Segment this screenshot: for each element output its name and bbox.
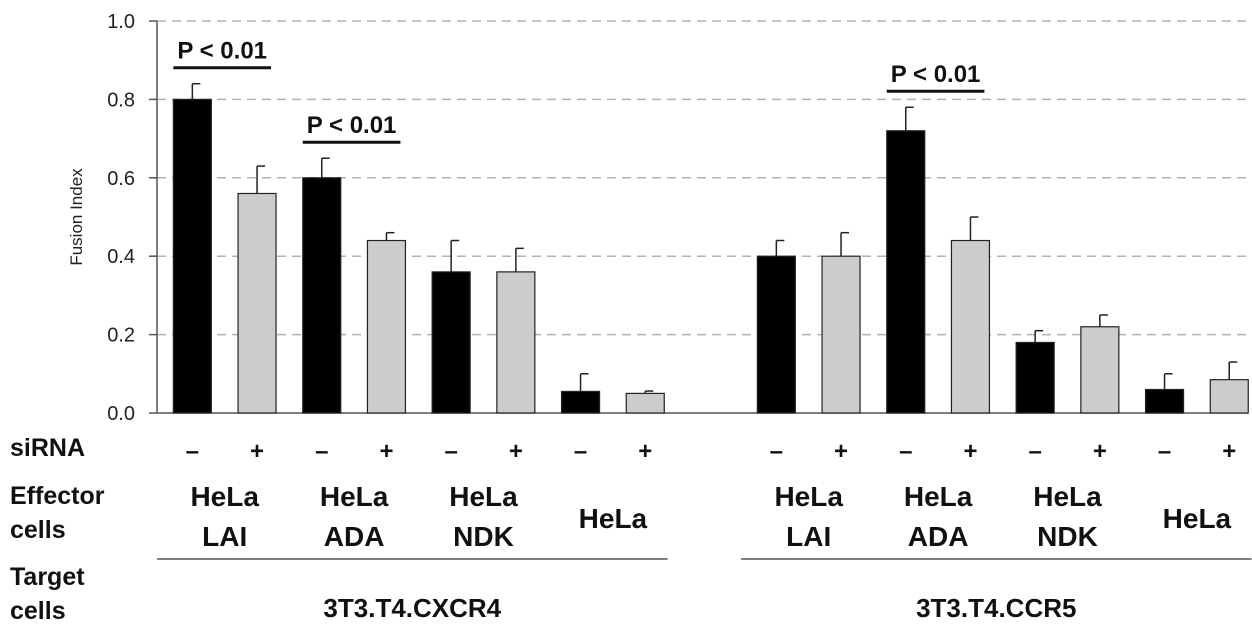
- y-tick-label: 0.2: [107, 325, 135, 347]
- effector-row-label-line1: Effector: [10, 482, 105, 510]
- effector-label-line2: NDK: [453, 521, 514, 552]
- effector-label-line2: NDK: [1037, 521, 1098, 552]
- sirna-sign: +: [963, 438, 977, 465]
- sirna-sign: –: [574, 438, 587, 465]
- sirna-sign: +: [509, 438, 523, 465]
- bar: [821, 255, 861, 414]
- bar: [366, 239, 407, 414]
- bar: [756, 255, 796, 414]
- effector-label-line1: HeLa: [579, 503, 648, 534]
- effector-label-line1: HeLa: [1033, 481, 1102, 512]
- sirna-sign: +: [638, 438, 652, 465]
- bar: [302, 177, 342, 414]
- sirna-sign: +: [379, 438, 393, 465]
- target-cell-label: 3T3.T4.CCR5: [916, 593, 1076, 623]
- effector-label-line1: HeLa: [190, 481, 259, 512]
- bar: [1209, 379, 1249, 414]
- bar: [625, 392, 665, 414]
- bar: [1015, 341, 1055, 414]
- sirna-sign: –: [186, 438, 199, 465]
- sirna-sign: +: [834, 438, 848, 465]
- y-tick-label: 0.0: [107, 403, 135, 425]
- bar: [1144, 388, 1185, 414]
- effector-label-line1: HeLa: [1163, 503, 1232, 534]
- effector-label-line2: ADA: [324, 521, 385, 552]
- effector-label-line1: HeLa: [904, 481, 973, 512]
- sirna-sign: +: [1222, 438, 1236, 465]
- effector-label-line2: LAI: [786, 521, 831, 552]
- bar: [496, 271, 536, 414]
- significance-label: P < 0.01: [177, 38, 267, 65]
- sirna-sign: –: [899, 438, 912, 465]
- bar: [886, 130, 926, 414]
- effector-label-line2: LAI: [202, 521, 247, 552]
- bar: [950, 239, 991, 414]
- bar: [560, 390, 601, 414]
- y-tick-label: 1.0: [107, 11, 135, 33]
- bar: [431, 271, 471, 414]
- sirna-sign: –: [1158, 438, 1171, 465]
- sirna-sign: –: [770, 438, 783, 465]
- bar: [1080, 326, 1120, 414]
- sirna-sign: –: [1028, 438, 1041, 465]
- effector-label-line1: HeLa: [774, 481, 843, 512]
- bar: [172, 98, 212, 414]
- effector-row-label-line2: cells: [10, 516, 66, 544]
- significance-label: P < 0.01: [891, 61, 981, 88]
- sirna-sign: –: [315, 438, 328, 465]
- y-tick-label: 0.4: [107, 246, 135, 268]
- target-row-label-line1: Target: [10, 563, 85, 591]
- significance-label: P < 0.01: [307, 112, 397, 139]
- sirna-row-label: siRNA: [10, 434, 85, 462]
- target-cell-label: 3T3.T4.CXCR4: [323, 593, 501, 623]
- sirna-sign: +: [250, 438, 264, 465]
- effector-label-line2: ADA: [908, 521, 969, 552]
- y-tick-label: 0.6: [107, 168, 135, 190]
- y-tick-label: 0.8: [107, 89, 135, 111]
- y-axis-label: Fusion Index: [67, 168, 86, 266]
- target-row-label-line2: cells: [10, 597, 66, 625]
- bar: [237, 192, 277, 414]
- sirna-sign: –: [444, 438, 457, 465]
- sirna-sign: +: [1093, 438, 1107, 465]
- effector-label-line1: HeLa: [449, 481, 518, 512]
- effector-label-line1: HeLa: [320, 481, 389, 512]
